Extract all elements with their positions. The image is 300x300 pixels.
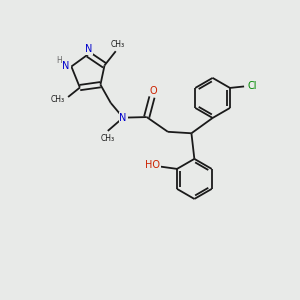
Text: HO: HO xyxy=(145,160,160,170)
Text: CH₃: CH₃ xyxy=(51,95,65,104)
Text: N: N xyxy=(119,113,127,123)
Text: CH₃: CH₃ xyxy=(110,40,124,49)
Text: N: N xyxy=(85,44,92,54)
Text: CH₃: CH₃ xyxy=(100,134,114,143)
Text: N: N xyxy=(62,61,70,71)
Text: O: O xyxy=(150,85,157,96)
Text: Cl: Cl xyxy=(248,81,257,91)
Text: H: H xyxy=(56,56,62,64)
